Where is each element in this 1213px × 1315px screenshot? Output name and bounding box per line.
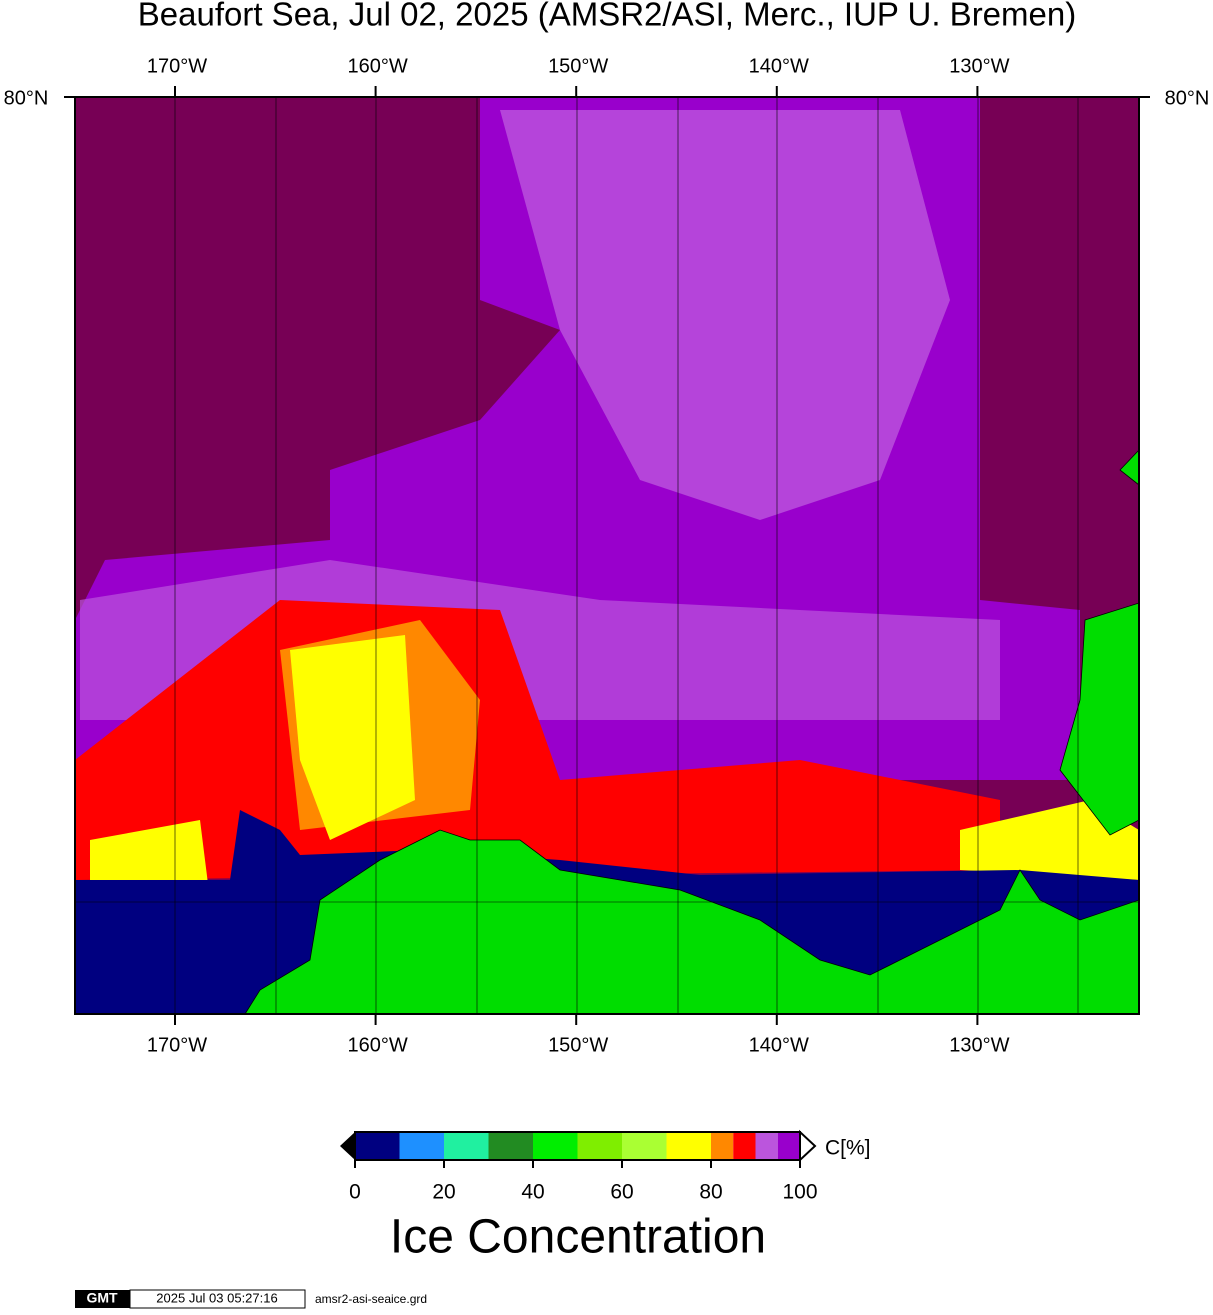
lon-label: 160°W [347,55,407,77]
colorbar-tick-label: 20 [432,1181,455,1204]
colorbar-tick-label: 60 [610,1181,633,1204]
lat-label: 80°N [4,87,49,109]
logo: GMT [86,1290,118,1306]
colorbar-tick-label: 100 [782,1181,817,1204]
ice-region [290,635,415,840]
lon-label: 170°W [147,1034,207,1056]
colorbar-unit: C[%] [825,1137,871,1160]
ice-region [960,800,1139,880]
colorbar-bin [533,1132,578,1160]
colorbar-bin [488,1132,533,1160]
lon-label: 170°W [147,55,207,77]
colorbar-bin [355,1132,400,1160]
footer: GMT 2025 Jul 03 05:27:16 amsr2-asi-seaic… [75,1289,427,1309]
lon-label: 150°W [548,1034,608,1056]
colorbar-bin [666,1132,711,1160]
colorbar-tick-label: 80 [699,1181,722,1204]
land [244,829,1140,1015]
title: Beaufort Sea, Jul 02, 2025 (AMSR2/ASI, M… [138,0,1076,33]
colorbar-bin [711,1132,734,1160]
filename: amsr2-asi-seaice.grd [315,1292,427,1306]
lon-labels: 170°W 170°W 160°W 160°W 150°W 150°W 140°W 140°W… [147,55,1010,1056]
logo-box [75,1290,130,1308]
lon-label: 140°W [749,1034,809,1056]
colorbar-bin [733,1132,756,1160]
lon-label: 160°W [347,1034,407,1056]
timestamp: 2025 Jul 03 05:27:16 [156,1290,277,1305]
lat-label: 80°N [1165,87,1210,109]
colorbar-over [799,1129,817,1163]
graticule [75,97,1139,1014]
colorbar-bin [755,1132,778,1160]
colorbar-bin [399,1132,444,1160]
lon-label: 150°W [548,55,608,77]
timestamp-box [129,1289,306,1309]
colorbar-bin [777,1132,800,1160]
lon-label: 130°W [949,1034,1009,1056]
ice-region [500,110,950,520]
colorbar-label: Ice Concentration [390,1211,766,1264]
map [64,96,1150,1015]
colorbar: 0 20 40 60 80 100 [340,1129,818,1204]
colorbar-under [340,1132,355,1160]
colorbar-frame [354,1131,801,1161]
colorbar-bin [577,1132,622,1160]
colorbar-bin [622,1132,667,1160]
lon-label: 140°W [749,55,809,77]
colorbar-bin [444,1132,489,1160]
map-frame [74,96,1140,1015]
colorbar-tick-label: 0 [349,1181,361,1204]
lon-label: 130°W [949,55,1009,77]
colorbar-tick-label: 40 [521,1181,544,1204]
